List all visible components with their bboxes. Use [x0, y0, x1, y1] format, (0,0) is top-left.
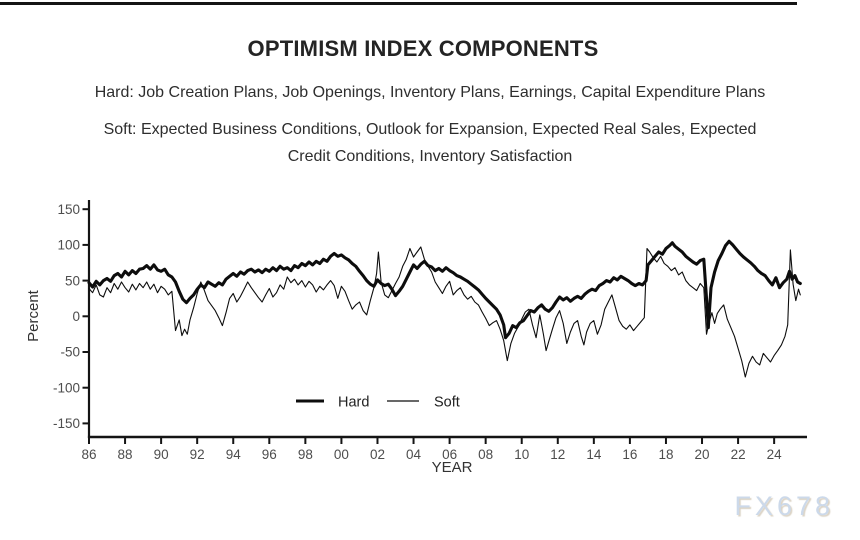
y-axis-title: Percent	[25, 289, 42, 342]
subtitle-soft-line1: Soft: Expected Business Conditions, Outl…	[103, 121, 757, 138]
y-tick-label: -50	[60, 345, 80, 360]
x-tick-label: 92	[190, 447, 205, 462]
x-tick-label: 86	[81, 447, 96, 462]
x-tick-label: 96	[262, 447, 277, 462]
y-tick-label: -150	[53, 416, 80, 431]
x-tick-label: 10	[514, 447, 529, 462]
x-tick-label: 88	[118, 447, 133, 462]
subtitle-soft-line2: Credit Conditions, Inventory Satisfactio…	[287, 148, 573, 165]
top-divider-rule	[0, 2, 797, 5]
series-line-soft	[88, 246, 801, 378]
watermark: FX678	[734, 491, 834, 521]
legend-label-soft: Soft	[434, 395, 460, 411]
x-tick-label: 02	[370, 447, 385, 462]
x-tick-label: 90	[154, 447, 169, 462]
x-tick-label: 06	[442, 447, 457, 462]
y-tick-label: 50	[65, 273, 80, 288]
x-tick-label: 18	[658, 447, 673, 462]
x-tick-label: 00	[334, 447, 349, 462]
x-tick-label: 14	[586, 447, 602, 462]
x-tick-label: 98	[298, 447, 313, 462]
x-axis-title: YEAR	[432, 459, 473, 476]
y-tick-label: -100	[53, 380, 80, 395]
series-line-hard	[87, 239, 802, 340]
y-tick-label: 0	[72, 309, 80, 324]
x-tick-label: 94	[226, 447, 242, 462]
page-title: OPTIMISM INDEX COMPONENTS	[247, 36, 599, 61]
y-tick-label: 100	[57, 238, 80, 253]
x-tick-label: 08	[478, 447, 493, 462]
x-tick-label: 16	[622, 447, 637, 462]
x-tick-label: 22	[731, 447, 746, 462]
x-tick-label: 24	[767, 447, 783, 462]
x-tick-label: 04	[406, 447, 422, 462]
y-tick-label: 150	[57, 202, 80, 217]
legend-label-hard: Hard	[338, 395, 369, 411]
subtitle-hard-components: Hard: Job Creation Plans, Job Openings, …	[94, 84, 766, 101]
subtitle-soft-components: Soft: Expected Business Conditions, Outl…	[0, 116, 860, 170]
x-tick-label: 12	[550, 447, 565, 462]
x-tick-label: 20	[695, 447, 710, 462]
